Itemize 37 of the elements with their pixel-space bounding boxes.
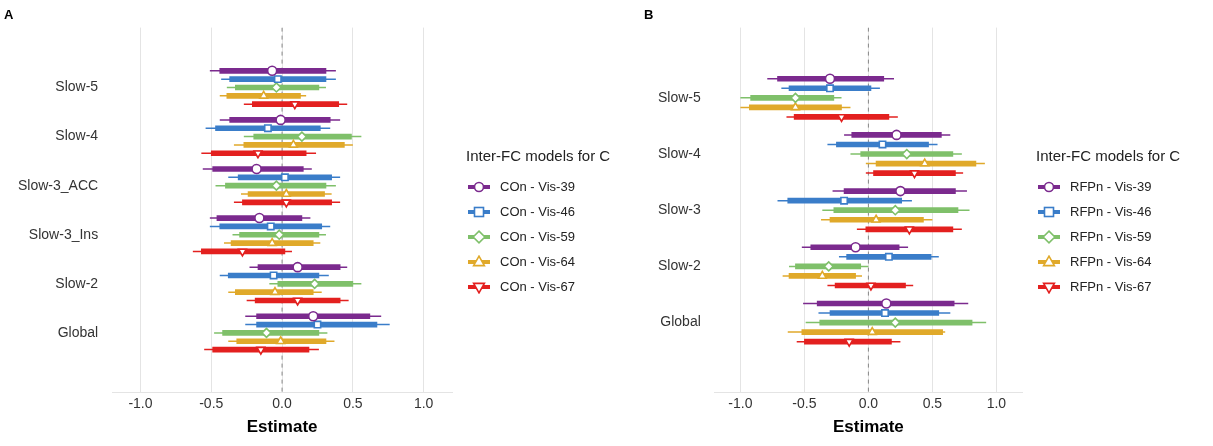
x-tick-label: 0.5 <box>343 395 363 412</box>
legend-label: COn - Vis-46 <box>500 204 575 219</box>
x-tick-label: -0.5 <box>792 395 817 412</box>
x-tick-label: -1.0 <box>728 395 753 412</box>
x-tick-label: 1.0 <box>413 395 434 412</box>
legend-label: COn - Vis-67 <box>500 279 575 294</box>
y-tick-label: Slow-4 <box>658 144 701 161</box>
y-tick-label: Slow-5 <box>55 78 99 95</box>
x-axis-title: Estimate <box>832 417 904 437</box>
legend-label: RFPn - Vis-59 <box>1070 229 1152 244</box>
x-tick-label: 1.0 <box>986 395 1007 412</box>
x-axis-title: Estimate <box>246 417 318 437</box>
x-tick-label: -1.0 <box>128 395 153 412</box>
legend-label: COn - Vis-59 <box>500 229 575 244</box>
chart-title: A <box>4 7 14 23</box>
y-tick-label: Slow-3_Ins <box>28 225 99 242</box>
legend-title: Inter-FC models for C <box>1036 147 1182 164</box>
y-tick-label: Slow-2 <box>658 257 701 274</box>
legend-label: RFPn - Vis-46 <box>1070 204 1152 219</box>
y-tick-label: Global <box>57 323 99 340</box>
x-tick-label: -0.5 <box>199 395 224 412</box>
x-tick-label: 0.5 <box>922 395 943 412</box>
legend-label: RFPn - Vis-64 <box>1070 254 1152 269</box>
y-tick-label: Slow-3 <box>658 201 701 218</box>
legend-label: RFPn - Vis-67 <box>1070 279 1152 294</box>
x-tick-label: 0.0 <box>272 395 293 412</box>
legend-title: Inter-FC models for C <box>466 147 612 164</box>
y-tick-label: Global <box>660 313 701 330</box>
y-tick-label: Slow-5 <box>658 88 701 105</box>
y-tick-label: Slow-4 <box>55 127 99 144</box>
chart-title: B <box>644 7 654 23</box>
y-tick-label: Slow-2 <box>55 274 99 291</box>
legend-label: RFPn - Vis-39 <box>1070 179 1152 194</box>
y-tick-label: Slow-3_ACC <box>18 176 99 193</box>
legend-label: COn - Vis-64 <box>500 254 575 269</box>
x-tick-label: 0.0 <box>858 395 879 412</box>
legend-label: COn - Vis-39 <box>500 179 575 194</box>
